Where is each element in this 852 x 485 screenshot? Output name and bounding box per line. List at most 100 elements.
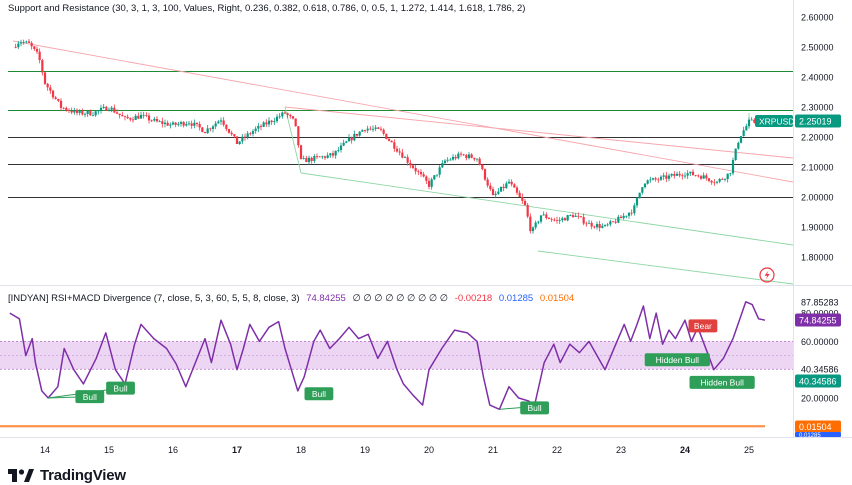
candle-body xyxy=(227,129,231,133)
symbol-tag-bg xyxy=(755,115,793,127)
candle-body xyxy=(110,107,113,110)
time-axis-label: 20 xyxy=(424,445,434,455)
candle-body xyxy=(454,156,457,159)
candle-body xyxy=(633,205,636,214)
sub-axis-label: 60.00000 xyxy=(801,337,839,347)
divergence-label-bg xyxy=(304,387,334,401)
candle-body xyxy=(38,51,41,61)
time-axis-label: 22 xyxy=(552,445,562,455)
candle-body xyxy=(251,131,255,134)
candle-body xyxy=(361,130,364,132)
candle-body xyxy=(726,173,729,180)
candle-body xyxy=(43,72,47,84)
candle-body xyxy=(150,120,153,122)
tradingview-brand[interactable]: TradingView xyxy=(8,466,126,485)
candle-body xyxy=(201,127,204,133)
sub-axis-label: 40.34586 xyxy=(801,365,839,375)
candle-body xyxy=(129,118,132,120)
divergence-label: Bull xyxy=(113,383,127,393)
candle-body xyxy=(203,132,207,134)
candle-body xyxy=(571,215,575,217)
candle-body xyxy=(435,174,439,176)
candle-body xyxy=(259,125,263,127)
candle-body xyxy=(278,116,281,118)
candle-body xyxy=(99,107,103,111)
candle-body xyxy=(137,115,140,119)
candle-body xyxy=(401,152,404,158)
candle-body xyxy=(89,110,92,116)
sub-axis-label: 20.00000 xyxy=(801,394,839,404)
candle-body xyxy=(193,122,196,126)
candle-body xyxy=(219,120,223,122)
candle-body xyxy=(718,179,721,182)
candle-body xyxy=(393,142,396,149)
candle-body xyxy=(486,179,489,186)
symbol-tag: XRPUSD xyxy=(759,117,794,127)
candle-body xyxy=(446,159,449,161)
candle-body xyxy=(315,156,319,157)
candle-body xyxy=(505,183,508,189)
candle-body xyxy=(558,220,561,222)
candle-body xyxy=(737,142,740,149)
price-tag-bg xyxy=(795,114,841,128)
candle-body xyxy=(753,119,756,123)
candle-body xyxy=(182,122,185,126)
candle-body xyxy=(310,157,313,162)
candle-body xyxy=(409,162,412,166)
time-axis-label: 21 xyxy=(488,445,498,455)
candle-body xyxy=(214,123,217,127)
candle-body xyxy=(638,192,641,199)
candle-body xyxy=(374,127,377,129)
divergence-label-bg xyxy=(688,319,718,333)
candle-body xyxy=(451,156,455,160)
time-axis-label: 24 xyxy=(680,445,690,455)
lower-band-tag: 40.34586 xyxy=(799,377,837,387)
candle-body xyxy=(353,134,356,141)
candle-body xyxy=(318,156,321,158)
candle-body xyxy=(25,41,28,43)
candle-body xyxy=(97,110,100,112)
sub-legend-hist: 0.01285 xyxy=(499,293,533,304)
candle-body xyxy=(350,137,353,141)
divergence-label: Bear xyxy=(694,321,712,331)
candle-body xyxy=(675,173,679,176)
sub-legend-title: [INDYAN] RSI+MACD Divergence (7, close, … xyxy=(8,293,300,304)
candle-body xyxy=(342,142,345,146)
candle-body xyxy=(230,132,233,135)
candle-body xyxy=(19,42,23,44)
candle-body xyxy=(745,126,748,131)
divergence-label-bg xyxy=(644,353,710,367)
candle-body xyxy=(577,215,580,217)
price-axis-label: 2.60000 xyxy=(801,13,834,23)
candle-body xyxy=(595,224,599,228)
candle-body xyxy=(489,185,492,190)
candle-body xyxy=(673,173,676,176)
candle-body xyxy=(713,182,716,184)
candle-body xyxy=(411,165,415,168)
candle-body xyxy=(694,175,697,177)
candle-body xyxy=(459,153,463,155)
candle-body xyxy=(347,137,351,142)
candle-body xyxy=(249,133,252,135)
candle-body xyxy=(33,46,36,50)
candle-body xyxy=(211,126,215,129)
candle-body xyxy=(606,224,609,226)
candle-body xyxy=(345,141,348,143)
divergence-label-bg xyxy=(520,401,549,415)
candle-body xyxy=(329,153,332,156)
sub-axis-label: 87.85283 xyxy=(801,298,839,308)
candle-body xyxy=(169,124,172,126)
time-axis-label: 15 xyxy=(104,445,114,455)
candle-body xyxy=(123,116,127,118)
candle-body xyxy=(379,128,383,130)
candle-body xyxy=(390,140,393,143)
candle-body xyxy=(283,112,287,114)
candle-body xyxy=(697,175,700,177)
candle-body xyxy=(158,121,161,123)
candle-body xyxy=(46,83,49,88)
lightning-icon[interactable] xyxy=(759,267,775,283)
candle-body xyxy=(651,178,655,180)
candle-body xyxy=(369,128,372,130)
candle-body xyxy=(630,212,633,214)
